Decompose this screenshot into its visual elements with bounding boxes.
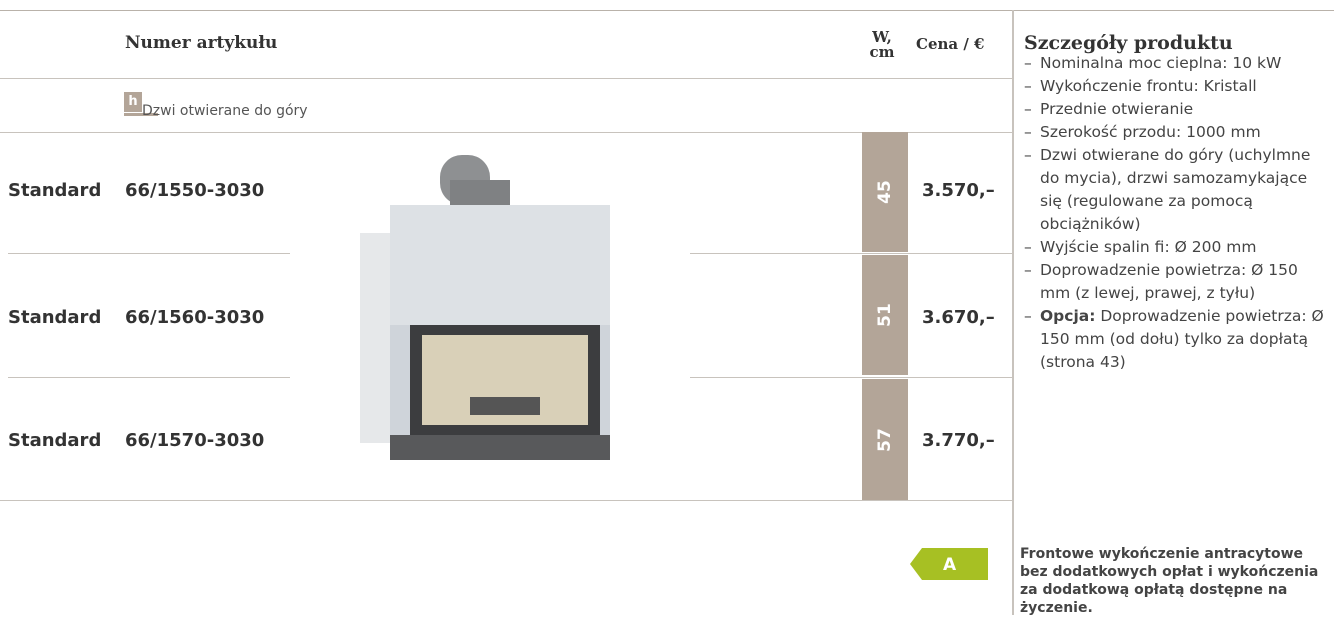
width: 45 <box>875 180 895 204</box>
rule <box>0 78 1012 79</box>
rule <box>690 253 1012 254</box>
price: 3.570,– <box>922 180 995 201</box>
width-cell: 45 <box>862 132 908 252</box>
detail: Dzwi otwierane do góry (uchylmne do myci… <box>1022 144 1328 236</box>
header-width: W, cm <box>862 30 902 60</box>
detail: Szerokość przodu: 1000 mm <box>1022 121 1328 144</box>
header-details: Szczegóły produktu <box>1024 32 1233 54</box>
energy-class: A <box>943 555 957 575</box>
door-icon: h <box>124 92 142 112</box>
door-label: Dzwi otwierane do góry <box>142 103 308 119</box>
details-list: Nominalna moc cieplna: 10 kW Wykończenie… <box>1022 52 1328 374</box>
note: Frontowe wykończenie antracytowe bez dod… <box>1020 545 1332 617</box>
width: 57 <box>875 428 895 452</box>
detail: Przednie otwieranie <box>1022 98 1328 121</box>
divider <box>1012 10 1014 615</box>
rule <box>690 377 1012 378</box>
header-price: Cena / € <box>916 35 984 53</box>
price: 3.670,– <box>922 307 995 328</box>
header-article: Numer artykułu <box>125 33 277 53</box>
rule <box>8 253 290 254</box>
rule <box>0 10 1334 11</box>
width-cell: 57 <box>862 379 908 500</box>
width-cell: 51 <box>862 255 908 375</box>
variant: Standard <box>8 180 101 201</box>
width: 51 <box>875 303 895 327</box>
detail: Doprowadzenie powietrza: Ø 150 mm (z lew… <box>1022 259 1328 305</box>
detail: Nominalna moc cieplna: 10 kW <box>1022 52 1328 75</box>
rule <box>8 377 290 378</box>
variant: Standard <box>8 430 101 451</box>
rule <box>0 500 1012 501</box>
article-number: 66/1550-3030 <box>125 180 264 201</box>
detail: Opcja: Doprowadzenie powietrza: Ø 150 mm… <box>1022 305 1328 374</box>
article-number: 66/1560-3030 <box>125 307 264 328</box>
detail: Wyjście spalin fi: Ø 200 mm <box>1022 236 1328 259</box>
rule <box>0 132 1012 133</box>
page: Numer artykułu W, cm Cena / € Szczegóły … <box>0 0 1334 615</box>
article-number: 66/1570-3030 <box>125 430 264 451</box>
variant: Standard <box>8 307 101 328</box>
detail-bold: Opcja: <box>1040 307 1095 325</box>
energy-label: A <box>910 548 988 580</box>
price: 3.770,– <box>922 430 995 451</box>
detail: Wykończenie frontu: Kristall <box>1022 75 1328 98</box>
product-image <box>350 145 620 470</box>
